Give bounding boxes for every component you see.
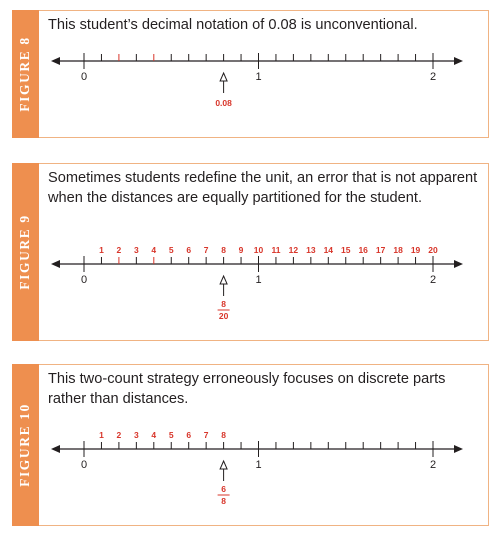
figure-9: FIGURE 9 Sometimes students redefine the… <box>12 163 489 341</box>
tick-label: 1 <box>99 245 104 255</box>
arrow-right-icon <box>454 57 463 65</box>
axis-label: 2 <box>430 459 436 471</box>
axis-label: 0 <box>81 459 87 471</box>
arrow-left-icon <box>51 445 60 453</box>
tick-label: 13 <box>306 245 316 255</box>
axis-label: 0 <box>81 274 87 286</box>
answer-denominator: 8 <box>221 496 226 506</box>
axis-label: 2 <box>430 274 436 286</box>
tick-label: 9 <box>239 245 244 255</box>
tick-label: 10 <box>254 245 264 255</box>
figure-caption: Sometimes students redefine the unit, an… <box>48 169 478 208</box>
tick-label: 3 <box>134 245 139 255</box>
pointer-arrow-icon <box>220 276 227 284</box>
tick-label: 17 <box>376 245 386 255</box>
answer-denominator: 20 <box>219 311 229 321</box>
tick-label: 15 <box>341 245 351 255</box>
tick-label: 7 <box>204 430 209 440</box>
tick-label: 5 <box>169 245 174 255</box>
tick-label: 14 <box>324 245 334 255</box>
tick-label: 16 <box>358 245 368 255</box>
tick-label: 6 <box>186 430 191 440</box>
arrow-right-icon <box>454 445 463 453</box>
tick-label: 6 <box>186 245 191 255</box>
tick-label: 12 <box>289 245 299 255</box>
tick-label: 19 <box>411 245 421 255</box>
figure-caption: This student’s decimal notation of 0.08 … <box>48 16 478 36</box>
tick-label: 1 <box>99 430 104 440</box>
tick-label: 2 <box>117 430 122 440</box>
figure-10: FIGURE 10 This two-count strategy errone… <box>12 364 489 526</box>
tick-label: 3 <box>134 430 139 440</box>
axis-label: 1 <box>255 274 261 286</box>
pointer-arrow-icon <box>220 461 227 469</box>
answer-numerator: 6 <box>221 484 226 494</box>
tick-label: 4 <box>151 430 156 440</box>
tick-label: 11 <box>271 245 280 255</box>
figure-8: FIGURE 8 This student’s decimal notation… <box>12 10 489 138</box>
answer-label: 0.08 <box>215 98 232 108</box>
figure-caption: This two-count strategy erroneously focu… <box>48 370 478 409</box>
pointer-arrow-icon <box>220 73 227 81</box>
axis-label: 0 <box>81 71 87 83</box>
arrow-right-icon <box>454 260 463 268</box>
answer-numerator: 8 <box>221 299 226 309</box>
arrow-left-icon <box>51 57 60 65</box>
axis-label: 2 <box>430 71 436 83</box>
tick-label: 4 <box>151 245 156 255</box>
axis-label: 1 <box>255 71 261 83</box>
tick-label: 8 <box>221 430 226 440</box>
tick-label: 8 <box>221 245 226 255</box>
number-line: 1 2 3 4 5 6 7 8 0 1 2 6 8 <box>13 423 490 523</box>
number-line: 0 1 2 0.08 <box>13 49 490 139</box>
arrow-left-icon <box>51 260 60 268</box>
tick-label: 7 <box>204 245 209 255</box>
axis-label: 1 <box>255 459 261 471</box>
tick-label: 5 <box>169 430 174 440</box>
tick-label: 20 <box>428 245 438 255</box>
tick-label: 18 <box>393 245 403 255</box>
tick-label: 2 <box>117 245 122 255</box>
